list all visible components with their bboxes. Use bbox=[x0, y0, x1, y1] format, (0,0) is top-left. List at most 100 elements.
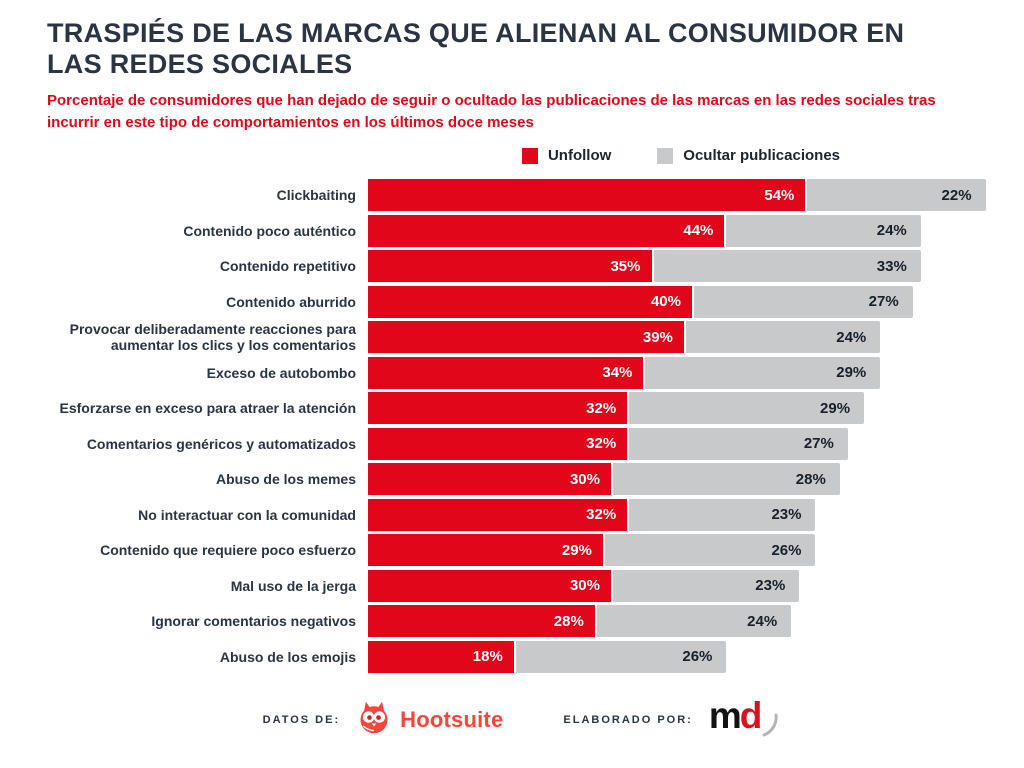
row-label: Contenido poco auténtico bbox=[183, 222, 356, 239]
bar-unfollow: 39% bbox=[368, 321, 684, 353]
bar-group: 29% 26% bbox=[368, 534, 816, 566]
row-label: Provocar deliberadamente reacciones para… bbox=[69, 321, 356, 353]
bar-value-unfollow: 32% bbox=[586, 506, 617, 523]
md-letter-m: m bbox=[708, 694, 742, 736]
bar-value-unfollow: 54% bbox=[764, 186, 795, 204]
chart-row: Contenido poco auténtico 44% 24% bbox=[40, 214, 994, 247]
bar-value-unfollow: 32% bbox=[586, 399, 617, 417]
legend-label-unfollow: Unfollow bbox=[547, 147, 612, 164]
hootsuite-owl-icon bbox=[356, 700, 392, 741]
bar-ocultar: 28% bbox=[613, 463, 840, 495]
row-label: Ignorar comentarios negativos bbox=[151, 613, 356, 629]
row-label: Abuso de los emojis bbox=[219, 648, 356, 665]
chart-row: Exceso de autobombo 34% 29% bbox=[40, 356, 994, 389]
bar-group: 28% 24% bbox=[368, 605, 792, 637]
bar-ocultar: 26% bbox=[604, 534, 816, 566]
row-label: Comentarios genéricos y automatizados bbox=[86, 435, 356, 452]
bar-value-ocultar: 26% bbox=[682, 648, 713, 665]
legend-item-unfollow: Unfollow bbox=[521, 147, 612, 164]
bar-value-ocultar: 27% bbox=[868, 293, 899, 310]
bar-unfollow: 32% bbox=[368, 392, 628, 424]
bar-ocultar: 24% bbox=[685, 321, 881, 353]
bar-group: 18% 26% bbox=[368, 640, 727, 673]
row-label: Mal uso de la jerga bbox=[230, 577, 356, 594]
chart-row: Clickbaiting 54% 22% bbox=[40, 179, 994, 211]
bar-unfollow: 54% bbox=[368, 179, 806, 211]
bar-value-unfollow: 28% bbox=[553, 612, 584, 630]
bar-unfollow: 32% bbox=[368, 498, 628, 531]
chart-row: No interactuar con la comunidad 32% 23% bbox=[40, 498, 994, 531]
row-label: Exceso de autobombo bbox=[206, 364, 356, 381]
bar-ocultar: 22% bbox=[807, 179, 986, 211]
bar-group: 32% 29% bbox=[368, 392, 865, 424]
chart-row: Abuso de los emojis 18% 26% bbox=[40, 640, 994, 673]
bar-ocultar: 27% bbox=[629, 427, 848, 460]
bar-value-ocultar: 23% bbox=[755, 577, 786, 594]
bar-value-ocultar: 23% bbox=[771, 506, 802, 523]
bar-ocultar: 33% bbox=[653, 250, 921, 282]
elaborado-por-label: ELABORADO POR: bbox=[563, 714, 693, 726]
bar-value-unfollow: 35% bbox=[610, 257, 641, 275]
row-label: Contenido aburrido bbox=[226, 293, 356, 310]
md-logo: m d bbox=[708, 694, 779, 742]
bar-ocultar: 24% bbox=[596, 605, 792, 637]
bar-group: 30% 23% bbox=[368, 569, 800, 602]
bar-unfollow: 30% bbox=[368, 569, 611, 602]
chart-row: Abuso de los memes 30% 28% bbox=[40, 463, 994, 495]
bar-unfollow: 29% bbox=[368, 534, 603, 566]
chart-row: Esforzarse en exceso para atraer la aten… bbox=[40, 392, 994, 424]
bar-value-unfollow: 29% bbox=[561, 541, 592, 559]
bar-unfollow: 18% bbox=[368, 640, 514, 673]
bar-ocultar: 29% bbox=[645, 356, 881, 389]
row-label: Abuso de los memes bbox=[215, 471, 356, 487]
bar-group: 40% 27% bbox=[368, 285, 913, 318]
bar-unfollow: 35% bbox=[368, 250, 652, 282]
bar-unfollow: 28% bbox=[368, 605, 595, 637]
bar-group: 30% 28% bbox=[368, 463, 840, 495]
footer: DATOS DE: Hootsuite ELABORADO POR: bbox=[47, 694, 994, 742]
bar-ocultar: 29% bbox=[629, 392, 865, 424]
bar-value-unfollow: 34% bbox=[602, 364, 633, 381]
chart-row: Provocar deliberadamente reacciones para… bbox=[40, 321, 994, 353]
bar-ocultar: 26% bbox=[515, 640, 727, 673]
row-label: Clickbaiting bbox=[276, 187, 356, 203]
bar-value-unfollow: 40% bbox=[650, 293, 681, 310]
chart-row: Comentarios genéricos y automatizados 32%… bbox=[40, 427, 994, 460]
legend-item-ocultar: Ocultar publicaciones bbox=[657, 147, 840, 164]
bar-value-ocultar: 24% bbox=[876, 222, 907, 239]
chart-rows: Clickbaiting 54% 22% Contenido poco auténti… bbox=[40, 179, 994, 673]
legend: Unfollow Ocultar publicaciones bbox=[368, 147, 994, 164]
md-swoosh-icon bbox=[762, 713, 778, 742]
bar-ocultar: 27% bbox=[694, 285, 913, 318]
bar-value-ocultar: 28% bbox=[795, 470, 826, 488]
bar-value-ocultar: 24% bbox=[747, 612, 778, 630]
bar-group: 35% 33% bbox=[368, 250, 921, 282]
legend-swatch-unfollow bbox=[521, 147, 538, 164]
bar-value-unfollow: 30% bbox=[569, 470, 600, 488]
bar-value-ocultar: 22% bbox=[941, 186, 972, 204]
page-title: TRASPIÉS DE LAS MARCAS QUE ALIENAN AL CO… bbox=[47, 18, 905, 79]
bar-unfollow: 40% bbox=[368, 285, 692, 318]
bar-value-unfollow: 44% bbox=[683, 222, 714, 239]
bar-value-ocultar: 29% bbox=[820, 399, 851, 417]
chart-row: Contenido aburrido 40% 27% bbox=[40, 285, 994, 318]
bar-group: 44% 24% bbox=[368, 214, 921, 247]
chart-row: Ignorar comentarios negativos 28% 24% bbox=[40, 605, 994, 637]
bar-group: 32% 23% bbox=[368, 498, 816, 531]
hootsuite-logo: Hootsuite bbox=[356, 700, 503, 741]
chart-row: Contenido repetitivo 35% 33% bbox=[40, 250, 994, 282]
bar-value-ocultar: 33% bbox=[876, 257, 907, 275]
bar-value-ocultar: 24% bbox=[836, 328, 867, 346]
legend-swatch-ocultar bbox=[657, 147, 674, 164]
bar-group: 34% 29% bbox=[368, 356, 881, 389]
stacked-bar-chart: Clickbaiting 54% 22% Contenido poco auténti… bbox=[40, 179, 994, 673]
row-label: Contenido que requiere poco esfuerzo bbox=[100, 542, 356, 558]
row-label: No interactuar con la comunidad bbox=[138, 506, 356, 523]
bar-value-unfollow: 18% bbox=[472, 648, 503, 665]
chart-row: Mal uso de la jerga 30% 23% bbox=[40, 569, 994, 602]
bar-ocultar: 23% bbox=[629, 498, 816, 531]
md-letter-d: d bbox=[739, 694, 763, 736]
bar-value-ocultar: 26% bbox=[771, 541, 802, 559]
bar-value-ocultar: 27% bbox=[803, 435, 834, 452]
